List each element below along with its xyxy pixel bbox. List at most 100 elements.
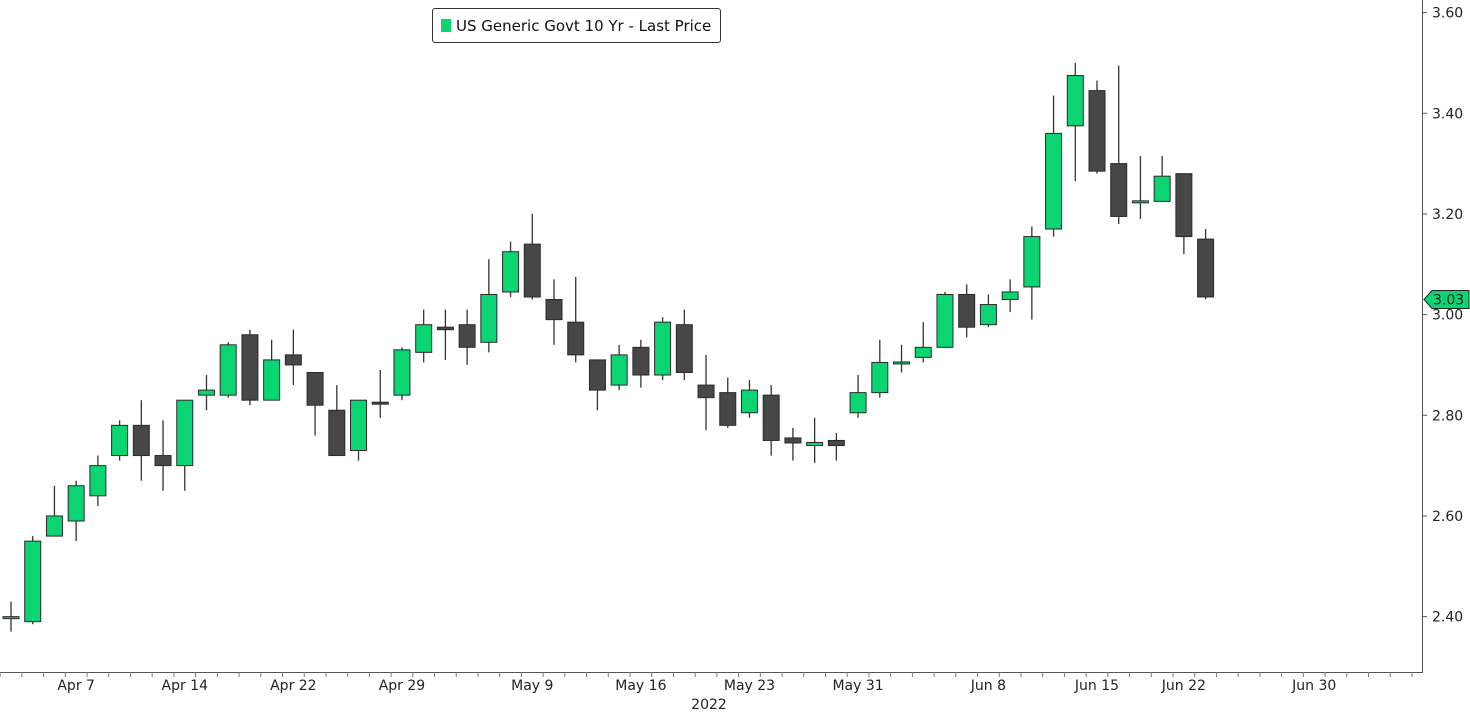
candle-body (502, 251, 520, 293)
candle-body (1153, 175, 1171, 202)
candle (936, 291, 954, 348)
candle-body (176, 399, 194, 467)
candle-body (632, 346, 650, 376)
candle-body (480, 293, 498, 343)
candle-body (350, 399, 368, 452)
y-tick-label: 3.00 (1432, 308, 1463, 324)
candle (132, 400, 150, 481)
candle-body (24, 540, 42, 623)
candle (197, 375, 215, 411)
candle (111, 420, 129, 461)
candle-body (284, 354, 302, 366)
candle-body (936, 293, 954, 348)
candle (328, 385, 346, 457)
candle-body (806, 441, 824, 446)
y-tick-label: 2.40 (1432, 610, 1463, 626)
candle-body (111, 424, 129, 457)
candle-body (740, 389, 758, 414)
x-tick-label: Apr 22 (270, 678, 316, 694)
candle (871, 339, 889, 398)
y-tick-label: 3.60 (1432, 6, 1463, 22)
candle (654, 317, 672, 381)
y-axis: 2.40 2.60 2.80 3.00 3.20 3.40 3.60 (1422, 6, 1463, 626)
candle (588, 359, 606, 411)
candle (849, 375, 867, 418)
candle-body (1066, 75, 1084, 127)
candle-body (610, 354, 628, 386)
candle-body (1001, 291, 1019, 301)
candle-body (893, 361, 911, 365)
candle (979, 294, 997, 328)
candle (1088, 80, 1106, 174)
candle-body (415, 324, 433, 353)
x-tick-label: Jun 8 (970, 678, 1006, 694)
x-tick-label: Jun 22 (1161, 678, 1206, 694)
candle-body (89, 465, 107, 497)
candle (827, 432, 845, 461)
candle-body (132, 424, 150, 457)
candle (675, 309, 693, 381)
candle (154, 420, 172, 491)
candle (2, 601, 20, 632)
candle-body (328, 409, 346, 457)
candle (806, 417, 824, 464)
candle (893, 344, 911, 373)
candle-body (458, 324, 476, 348)
candle (67, 480, 85, 542)
candle (1131, 156, 1149, 219)
x-axis: Apr 7 Apr 14 Apr 22 Apr 29 May 9 May 16 May 23… (0, 672, 1413, 694)
candle-body (545, 299, 563, 321)
candle-body (393, 349, 411, 396)
candle-body (675, 324, 693, 373)
candle-body (827, 439, 845, 446)
candle (176, 399, 194, 491)
y-tick-label: 3.40 (1432, 106, 1463, 122)
candle-body (849, 392, 867, 414)
candle-body (67, 485, 85, 522)
chart-legend: US Generic Govt 10 Yr - Last Price (432, 8, 722, 43)
candle (350, 399, 368, 461)
candle (415, 309, 433, 363)
candle (762, 385, 780, 456)
candle-body (219, 344, 237, 396)
candle (436, 309, 454, 360)
candle (24, 536, 42, 625)
x-tick-label: May 23 (724, 678, 775, 694)
candle (284, 329, 302, 386)
candle-body (958, 293, 976, 328)
x-tick-label: Apr 14 (162, 678, 209, 694)
candle-body (523, 243, 541, 298)
candle (523, 213, 541, 300)
candle-body (197, 389, 215, 396)
candle (241, 329, 259, 406)
x-tick-label: Apr 7 (57, 678, 95, 694)
candle-body (436, 326, 454, 331)
candle (480, 259, 498, 353)
candle-body (567, 321, 585, 356)
x-tick-label: May 16 (615, 678, 666, 694)
candle (89, 455, 107, 506)
candle-body (1045, 132, 1063, 230)
candle-body (1110, 163, 1128, 217)
candle (1066, 62, 1084, 182)
candle-body (871, 361, 889, 394)
last-price-marker (1423, 290, 1470, 310)
candle-body (719, 392, 737, 426)
candles-layer (2, 62, 1215, 632)
candle-body (45, 515, 63, 537)
candle (219, 342, 237, 398)
x-tick-label: Jun 15 (1074, 678, 1119, 694)
candle-body (1197, 238, 1215, 298)
candle-body (1175, 173, 1193, 238)
candle (1023, 226, 1041, 320)
x-tick-label: May 9 (511, 678, 553, 694)
candle-body (371, 401, 389, 405)
candle (1197, 229, 1215, 300)
candle (567, 276, 585, 363)
candle-body (263, 359, 281, 401)
candle-body (154, 455, 172, 467)
candle-body (1088, 90, 1106, 172)
candle-body (914, 346, 932, 358)
candle (371, 369, 389, 418)
